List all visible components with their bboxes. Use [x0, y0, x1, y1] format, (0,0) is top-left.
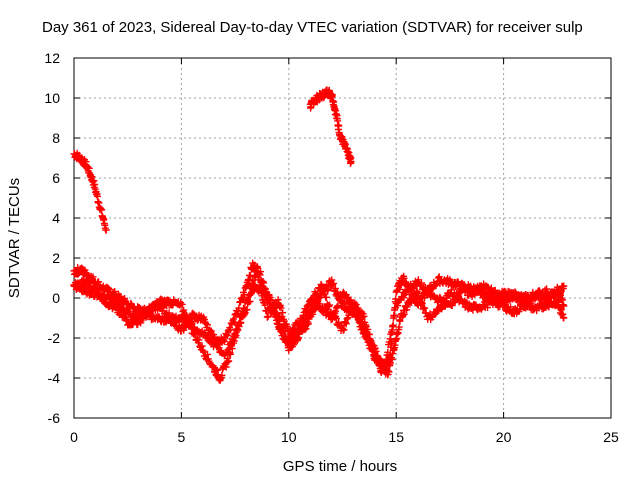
x-tick-label: 25: [603, 429, 619, 445]
x-axis-ticks: 0 5 10 15 20 25: [70, 58, 619, 445]
x-tick-label: 15: [388, 429, 404, 445]
y-tick-label: 2: [52, 250, 60, 266]
y-tick-label: 10: [44, 90, 60, 106]
y-tick-label: 6: [52, 170, 60, 186]
series-seg-early-high: [70, 149, 110, 234]
plot-frame: [73, 57, 612, 419]
y-tick-label: 0: [52, 290, 60, 306]
x-tick-label: 20: [496, 429, 512, 445]
data-series-layer: [70, 86, 568, 384]
x-axis-label: GPS time / hours: [283, 458, 397, 475]
y-tick-label: 12: [44, 50, 60, 66]
x-tick-label: 10: [281, 429, 297, 445]
grid-lines: [74, 58, 611, 418]
marker-trace-seg-early-high: [70, 149, 110, 234]
y-tick-label: -6: [48, 410, 61, 426]
marker-trace-seg-high-arc: [306, 86, 355, 167]
y-tick-label: -4: [48, 370, 61, 386]
y-tick-label: 4: [52, 210, 60, 226]
marker-trace-seg-main-c: [70, 268, 568, 370]
y-tick-label: 8: [52, 130, 60, 146]
y-tick-label: -2: [48, 330, 61, 346]
y-axis-ticks: -6 -4 -2 0 2 4 6 8 10 12: [44, 50, 611, 426]
x-tick-label: 5: [178, 429, 186, 445]
series-seg-high-arc: [306, 86, 355, 167]
chart-title: Day 361 of 2023, Sidereal Day-to-day VTE…: [42, 19, 583, 36]
x-tick-label: 0: [70, 429, 78, 445]
series-seg-main-c: [70, 268, 568, 370]
y-axis-label: SDTVAR / TECUs: [6, 178, 23, 298]
